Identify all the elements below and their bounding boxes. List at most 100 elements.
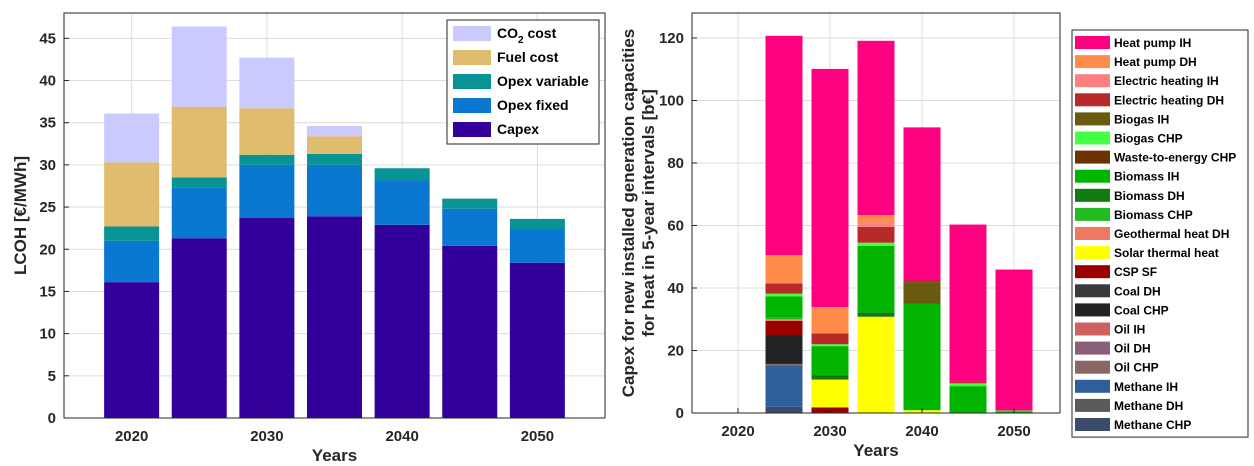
bar-heat-pump-dh-2035	[857, 215, 895, 223]
y-tick-label: 20	[667, 343, 684, 360]
legend-swatch	[1075, 169, 1110, 183]
y-tick-label: 60	[667, 218, 684, 235]
bar-opex-fixed-2050	[509, 229, 565, 263]
bar-opex-variable-2030	[239, 154, 295, 165]
bar-geothermal-heat-dh-2025	[765, 319, 803, 321]
legend-label: Geothermal heat DH	[1114, 227, 1229, 241]
bar-capex-2025	[171, 238, 227, 418]
bar-opex-variable-2050	[509, 218, 565, 229]
x-tick-label: 2050	[521, 428, 554, 445]
x-tick-label: 2040	[905, 423, 938, 440]
y-tick-label: 35	[39, 115, 56, 132]
legend-swatch	[1075, 341, 1110, 355]
bar-capex-2040	[374, 224, 430, 418]
legend-label: Capex	[497, 121, 539, 137]
bar-biomass-ih-2030	[811, 346, 849, 376]
legend-label-text: cost	[524, 25, 557, 41]
legend-swatch	[453, 74, 491, 89]
bar-heat-pump-ih-2040	[903, 127, 941, 281]
legend-label-text: Opex variable	[497, 73, 589, 89]
legend: Heat pump IH Heat pump DH Electric heating…	[1071, 29, 1249, 438]
legend-label: Biogas IH	[1114, 112, 1169, 126]
legend-label: Heat pump DH	[1114, 55, 1197, 69]
bar-fuel-cost-2025	[171, 106, 227, 178]
bar-heat-pump-ih-2035	[857, 40, 895, 216]
legend-swatch	[1075, 55, 1110, 69]
legend-swatch	[1075, 36, 1110, 49]
bar-biomass-ih-2045	[949, 386, 987, 413]
bar-heat-pump-dh-2025	[765, 255, 803, 284]
legend-label: Fuel cost	[497, 49, 559, 65]
bar-biomass-chp-2025	[765, 317, 803, 320]
legend-swatch	[1075, 74, 1110, 88]
legend-swatch	[1075, 322, 1110, 336]
legend-label: Electric heating DH	[1114, 93, 1224, 107]
bar-opex-fixed-2025	[171, 187, 227, 239]
x-ticks: 2020 2030 2040 2050	[115, 413, 554, 445]
legend-label: Biomass CHP	[1114, 208, 1193, 222]
legend: CO2 cost Fuel cost Opex variable Opex fixed…	[446, 19, 600, 145]
legend-swatch	[453, 26, 491, 41]
y-tick-label: 0	[48, 410, 56, 427]
bar-electric-heating-dh-2035	[857, 226, 895, 243]
legend-swatch	[1075, 360, 1110, 374]
bar-biogas-chp-2035	[857, 242, 895, 246]
legend-label: Opex fixed	[497, 97, 569, 113]
bar-methane-ih-2025	[765, 365, 803, 407]
legend-swatch	[1075, 246, 1110, 260]
bar-biomass-ih-2035	[857, 245, 895, 313]
y-tick-label: 15	[39, 283, 56, 300]
legend-label: Coal CHP	[1114, 303, 1169, 317]
legend-label: Biomass IH	[1114, 170, 1179, 184]
legend-label: CO2 cost	[497, 25, 557, 46]
bar-heat-pump-ih-2045	[949, 224, 987, 382]
bar-biomass-ih-2040	[903, 303, 941, 411]
y-tick-label: 120	[659, 30, 684, 47]
legend-swatch	[1075, 379, 1110, 393]
bar-opex-variable-2040	[374, 168, 430, 181]
bar-opex-fixed-2020	[104, 240, 160, 283]
bar-electric-heating-ih-2035	[857, 222, 895, 227]
bar-biomass-ih-2025	[765, 296, 803, 318]
y-axis-label: LCOH [€/MWh]	[11, 156, 30, 275]
bars	[104, 26, 565, 418]
legend-swatch	[1075, 418, 1110, 431]
legend-swatch	[1075, 188, 1110, 202]
legend-swatch	[1075, 207, 1110, 221]
bar-methane-chp-2025	[765, 406, 803, 413]
legend-swatch	[453, 122, 491, 137]
legend-label: Coal DH	[1114, 284, 1161, 298]
bar-fuel-cost-2020	[104, 162, 160, 227]
bar-heat-pump-ih-2025	[765, 35, 803, 256]
y-axis-label-line: Capex for new installed generation capac…	[620, 29, 638, 397]
x-tick-label: 2030	[813, 423, 846, 440]
legend-swatch	[1075, 150, 1110, 164]
legend-label: Oil CHP	[1114, 361, 1159, 375]
bar-biogas-chp-2030	[811, 344, 849, 347]
y-tick-label: 10	[39, 326, 56, 343]
bar-capex-2035	[307, 216, 362, 418]
bar-capex-2045	[442, 245, 498, 418]
bar-fuel-cost-2030	[239, 108, 295, 155]
bar-electric-heating-dh-2040	[903, 280, 941, 283]
legend-swatch	[453, 50, 491, 65]
y-tick-label: 100	[659, 93, 684, 110]
legend-label-subscript: 2	[518, 35, 524, 46]
y-tick-label: 40	[667, 280, 684, 297]
bar-heat-pump-ih-2030	[811, 68, 849, 308]
bar-biogas-chp-2025	[765, 293, 803, 297]
legend-label: Waste-to-energy CHP	[1114, 151, 1236, 165]
y-tick-label: 40	[39, 73, 56, 90]
legend-swatch	[1075, 265, 1110, 279]
legend-label-text: Opex fixed	[497, 97, 569, 113]
legend-label: Methane DH	[1114, 399, 1183, 413]
x-axis-label: Years	[853, 441, 898, 460]
bar-solar-thermal-heat-2035	[857, 316, 895, 413]
bar-electric-heating-dh-2030	[811, 333, 849, 345]
bar-electric-heating-dh-2045	[949, 381, 987, 384]
bar-biogas-ih-2040	[903, 282, 941, 304]
bar-solar-thermal-heat-2030	[811, 379, 849, 408]
bar-opex-variable-2035	[307, 153, 362, 165]
bar-opex-fixed-2030	[239, 164, 295, 219]
